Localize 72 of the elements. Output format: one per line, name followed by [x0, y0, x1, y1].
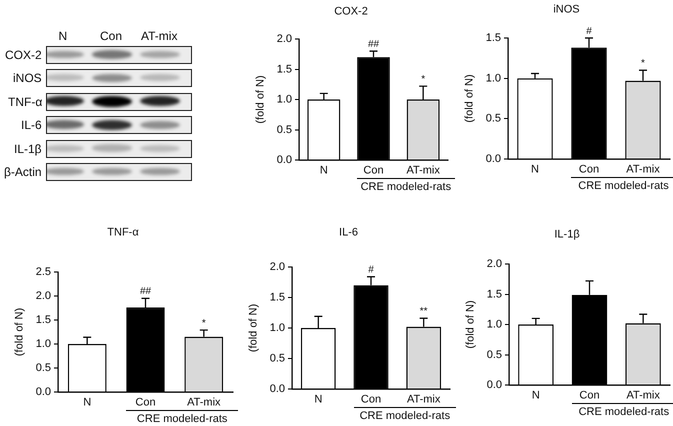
x-tick-label: Con [578, 164, 600, 176]
x-tick-label: Con [579, 390, 600, 402]
y-tick-label: 2.0 [36, 290, 51, 302]
y-axis-title: (fold of N) [464, 74, 476, 123]
text: TNF-α [8, 94, 42, 109]
y-tick-label: 0.5 [270, 352, 285, 365]
annotation: ## [368, 38, 380, 50]
annotation: * [641, 58, 646, 70]
y-tick-label: 1.0 [276, 94, 292, 106]
y-tick-label: 2.0 [276, 33, 292, 46]
y-tick-label: 1.0 [486, 318, 502, 331]
x-tick-label: Con [363, 164, 384, 177]
y-tick-label: 1.5 [486, 32, 501, 44]
x-tick-label: N [320, 164, 328, 177]
y-axis-title: (fold of N) [464, 300, 477, 349]
category-label: AT-mix [141, 29, 178, 43]
text: IL-6 [21, 118, 42, 132]
text: COX-2 [5, 48, 42, 62]
chart-title: IL-1β [554, 228, 580, 241]
y-tick-label: 2.0 [486, 258, 502, 270]
annotation: # [368, 264, 374, 276]
y-tick-label: 0.0 [276, 154, 292, 166]
chart-title: TNF-α [107, 226, 140, 239]
y-tick-label: 0.0 [486, 153, 501, 166]
y-tick-label: 0.5 [486, 348, 502, 361]
annotation: ** [420, 306, 428, 317]
y-tick-label: 1.5 [270, 292, 285, 304]
y-tick-label: 0.0 [36, 386, 51, 398]
y-tick-label: 1.5 [276, 63, 292, 76]
y-tick-label: 1.0 [36, 338, 51, 350]
y-tick-label: 0.0 [270, 383, 285, 396]
chart-title: COX-2 [334, 6, 368, 18]
text: CRE modeled-rats [578, 406, 670, 418]
annotation: * [421, 74, 426, 85]
y-tick-label: 1.5 [36, 314, 51, 326]
x-tick-label: N [531, 164, 540, 176]
y-tick-label: 2.5 [36, 266, 51, 278]
text: iNOS [13, 71, 42, 86]
x-tick-label: Con [135, 396, 156, 409]
text: CRE modeled-rats [360, 181, 452, 194]
text: CRE modeled-rats [360, 410, 451, 422]
y-tick-label: 0.0 [486, 379, 502, 392]
x-tick-label: N [314, 394, 322, 406]
category-label: N [58, 29, 68, 43]
y-tick-label: 1.5 [486, 288, 502, 300]
y-tick-label: 1.0 [270, 322, 285, 334]
annotation: # [586, 26, 592, 37]
chart-title: IL-6 [339, 226, 358, 239]
y-tick-label: 0.5 [36, 362, 51, 374]
text: β-Actin [4, 165, 42, 179]
y-tick-label: 2.0 [270, 261, 285, 274]
y-axis-title: (fold of N) [254, 75, 267, 124]
category-label: Con [100, 29, 122, 43]
x-tick-label: AT-mix [187, 396, 222, 409]
y-axis-title: (fold of N) [248, 304, 260, 352]
text: IL-1β [14, 142, 42, 156]
x-tick-label: AT-mix [626, 164, 660, 176]
y-axis-title: (fold of N) [14, 308, 26, 356]
x-tick-label: N [532, 390, 540, 402]
y-tick-label: 0.5 [486, 112, 501, 125]
x-tick-label: AT-mix [626, 390, 660, 402]
x-tick-label: AT-mix [406, 394, 441, 406]
chart-title: iNOS [553, 4, 580, 16]
x-tick-label: Con [360, 394, 382, 406]
x-tick-label: AT-mix [406, 164, 440, 177]
annotation: * [202, 318, 206, 329]
annotation: ## [140, 286, 152, 298]
text: CRE modeled-rats [136, 413, 228, 426]
text: CRE modeled-rats [578, 180, 670, 192]
y-tick-label: 0.5 [276, 124, 292, 136]
y-tick-label: 1.0 [486, 72, 501, 84]
x-tick-label: N [83, 396, 92, 409]
